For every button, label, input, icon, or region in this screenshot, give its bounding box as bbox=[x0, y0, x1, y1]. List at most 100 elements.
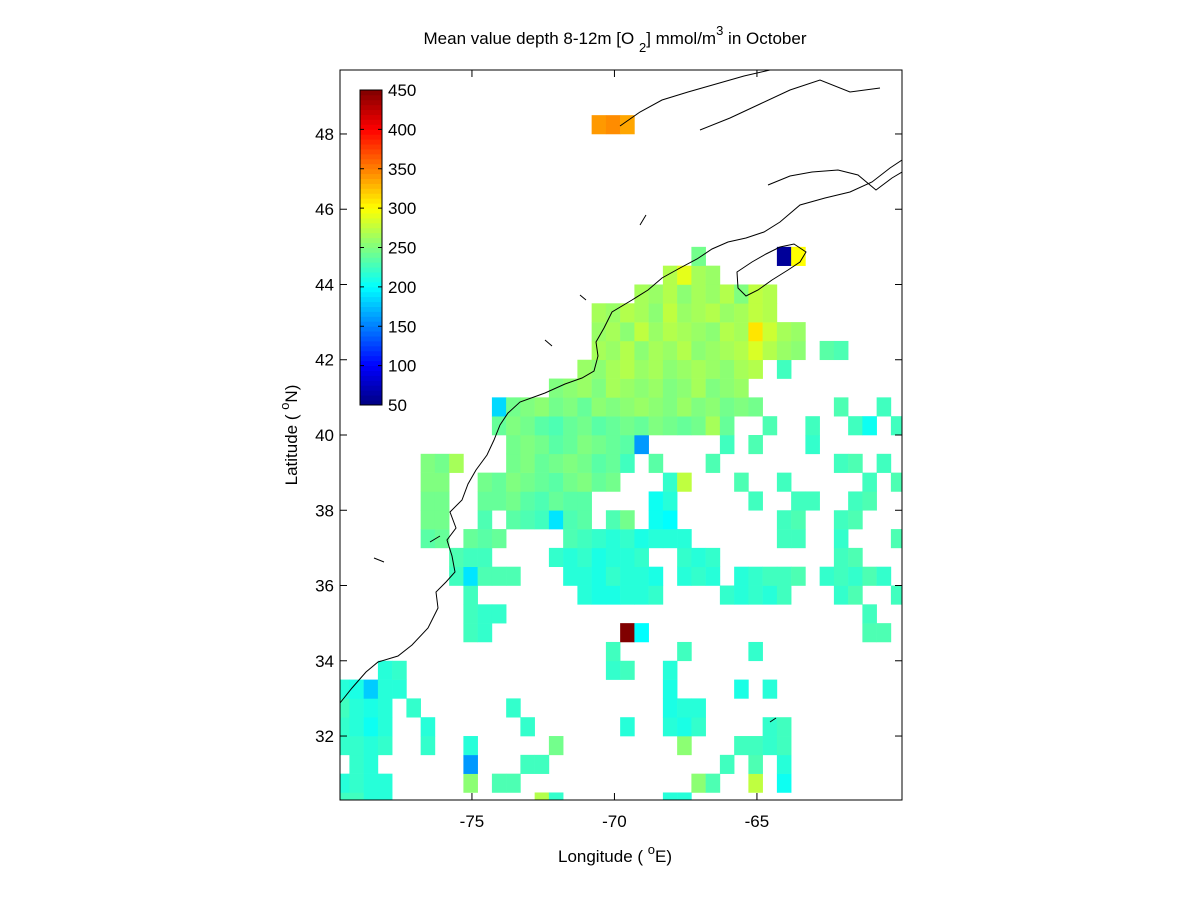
title-subscript: 2 bbox=[639, 40, 646, 55]
y-axis-label: Latitude ( oN) bbox=[277, 385, 301, 486]
cell bbox=[534, 792, 550, 800]
cell bbox=[748, 566, 763, 586]
colorbar-tick-label: 400 bbox=[388, 120, 416, 139]
y-tick-label: 44 bbox=[315, 275, 334, 294]
cell bbox=[620, 397, 635, 417]
cell bbox=[548, 736, 564, 756]
cell bbox=[691, 717, 706, 737]
cell bbox=[477, 491, 493, 511]
cell bbox=[520, 453, 535, 473]
cell bbox=[876, 397, 892, 417]
cell bbox=[605, 660, 621, 680]
x-axis-label: Longitude ( oE) bbox=[558, 842, 672, 866]
cell bbox=[677, 792, 692, 800]
cell bbox=[349, 792, 364, 800]
cell bbox=[420, 529, 436, 549]
cell bbox=[691, 265, 706, 285]
cell bbox=[705, 340, 721, 361]
cell bbox=[577, 453, 592, 473]
colorbar-segment bbox=[360, 355, 382, 362]
cell bbox=[776, 340, 792, 361]
cell bbox=[691, 397, 706, 417]
cell bbox=[748, 435, 763, 455]
cell bbox=[634, 322, 649, 342]
cell bbox=[862, 472, 877, 492]
coastline bbox=[340, 70, 902, 723]
cell bbox=[605, 378, 621, 398]
cell bbox=[734, 340, 749, 361]
cell bbox=[833, 397, 849, 417]
cell bbox=[340, 773, 350, 793]
colorbar-segment bbox=[360, 291, 382, 298]
cell bbox=[662, 510, 678, 530]
colorbar-segment bbox=[360, 311, 382, 317]
cell bbox=[677, 303, 692, 323]
cell bbox=[591, 566, 607, 586]
cell bbox=[463, 773, 478, 793]
cell bbox=[762, 340, 778, 361]
cell bbox=[876, 453, 892, 473]
colorbar-segment bbox=[360, 104, 382, 111]
cell bbox=[548, 472, 564, 492]
cell bbox=[605, 416, 621, 436]
cell bbox=[677, 641, 692, 662]
cell bbox=[591, 359, 607, 379]
cell bbox=[563, 378, 578, 398]
cell bbox=[563, 547, 578, 568]
cell bbox=[662, 378, 678, 398]
cell bbox=[605, 397, 621, 417]
cell bbox=[705, 322, 721, 342]
cell bbox=[577, 510, 592, 530]
cell bbox=[705, 284, 721, 304]
cell bbox=[420, 717, 436, 737]
colorbar-segment bbox=[360, 281, 382, 288]
cell bbox=[719, 435, 735, 455]
cell bbox=[691, 246, 706, 266]
cell bbox=[805, 435, 820, 455]
colorbar-segment bbox=[360, 168, 382, 175]
cell bbox=[591, 397, 607, 417]
colorbar-segment bbox=[360, 114, 382, 120]
colorbar-segment bbox=[360, 139, 382, 145]
cell bbox=[734, 303, 749, 323]
colorbar-segment bbox=[360, 208, 382, 214]
cell bbox=[634, 566, 649, 586]
cell bbox=[677, 736, 692, 756]
cell bbox=[605, 641, 621, 662]
cell bbox=[591, 529, 607, 549]
x-tick-label: -65 bbox=[745, 812, 770, 831]
cell bbox=[862, 416, 877, 436]
colorbar-segment bbox=[360, 390, 382, 396]
cell bbox=[620, 660, 635, 680]
cell bbox=[506, 453, 521, 473]
cell bbox=[833, 547, 849, 568]
colorbar-segment bbox=[360, 286, 382, 293]
cell bbox=[791, 491, 806, 511]
colorbar-segment bbox=[360, 149, 382, 155]
cell bbox=[463, 736, 478, 756]
cell bbox=[734, 585, 749, 605]
cell bbox=[677, 698, 692, 718]
cell bbox=[605, 547, 621, 568]
cell bbox=[691, 566, 706, 586]
cell bbox=[620, 529, 635, 549]
cell bbox=[591, 585, 607, 605]
colorbar-segment bbox=[360, 109, 382, 116]
cell bbox=[662, 792, 678, 800]
cell bbox=[890, 529, 902, 549]
title-superscript: 3 bbox=[716, 23, 723, 38]
cell bbox=[677, 378, 692, 398]
cell bbox=[634, 359, 649, 379]
colorbar-segment bbox=[360, 232, 382, 239]
cell bbox=[634, 547, 649, 568]
cell bbox=[377, 792, 393, 800]
cell bbox=[477, 510, 493, 530]
cell bbox=[677, 472, 692, 492]
cell bbox=[734, 322, 749, 342]
cell bbox=[791, 322, 806, 342]
cell bbox=[634, 397, 649, 417]
cell bbox=[491, 773, 507, 793]
cell bbox=[648, 397, 664, 417]
cell bbox=[620, 416, 635, 436]
